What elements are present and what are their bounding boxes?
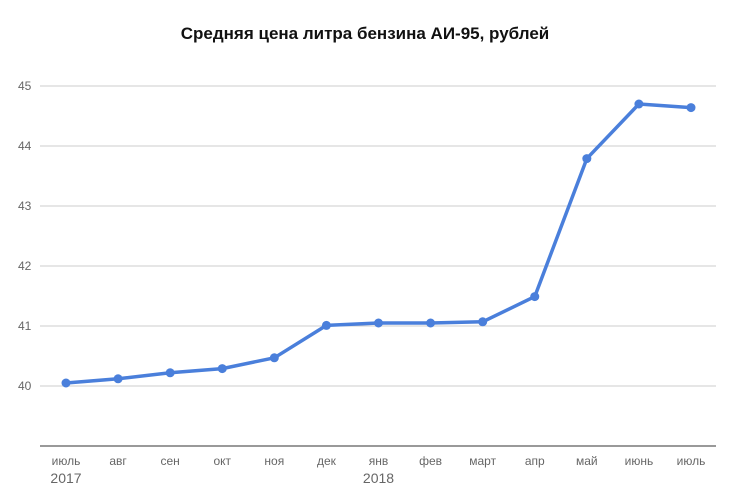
y-tick-label: 40: [18, 379, 32, 393]
x-tick-label: ноя: [264, 454, 284, 468]
x-tick-label: март: [469, 454, 496, 468]
data-point[interactable]: [426, 318, 436, 328]
x-tick-label: май: [576, 454, 598, 468]
x-tick-label: сен: [161, 454, 180, 468]
x-tick-label: дек: [317, 454, 337, 468]
data-point[interactable]: [530, 292, 540, 302]
x-tick-label: авг: [109, 454, 127, 468]
x-tick-label: июнь: [625, 454, 654, 468]
data-point[interactable]: [217, 364, 227, 374]
x-tick-label: июль: [677, 454, 706, 468]
x-tick-label: апр: [525, 454, 545, 468]
year-label: 2017: [50, 470, 81, 486]
year-label: 2018: [363, 470, 394, 486]
data-point[interactable]: [582, 154, 592, 164]
x-tick-label: янв: [369, 454, 389, 468]
data-point[interactable]: [374, 318, 383, 328]
x-tick-label: июль: [52, 454, 81, 468]
y-tick-label: 42: [18, 259, 32, 273]
y-tick-label: 43: [18, 199, 32, 213]
chart-title: Средняя цена литра бензина АИ-95, рублей: [180, 24, 550, 43]
y-tick-label: 41: [18, 319, 32, 333]
data-point[interactable]: [165, 368, 175, 378]
y-tick-label: 45: [18, 79, 32, 93]
data-point[interactable]: [61, 378, 71, 388]
x-tick-label: фев: [419, 454, 442, 468]
data-point[interactable]: [686, 103, 696, 113]
x-tick-label: окт: [213, 454, 231, 468]
data-point[interactable]: [634, 99, 644, 109]
data-point[interactable]: [478, 317, 488, 327]
data-point[interactable]: [321, 320, 331, 330]
data-point[interactable]: [113, 374, 123, 384]
y-tick-label: 44: [18, 139, 32, 153]
data-point[interactable]: [269, 353, 279, 363]
